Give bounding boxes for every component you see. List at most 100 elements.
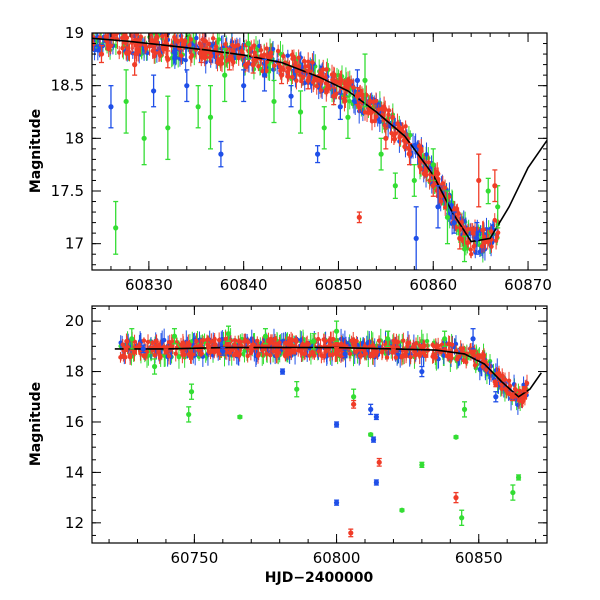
- cloud-point: [347, 351, 353, 357]
- cloud-point: [265, 53, 270, 59]
- blue-data-point: [279, 368, 286, 375]
- cloud-point: [493, 238, 499, 243]
- cloud-point: [272, 63, 277, 68]
- cloud-point: [264, 46, 269, 51]
- cloud-point: [233, 351, 239, 356]
- red-data-point: [205, 343, 212, 349]
- green-data-point: [515, 474, 522, 481]
- green-data-point: [151, 363, 158, 370]
- cloud-point: [307, 353, 312, 358]
- cloud-point: [349, 338, 354, 343]
- cloud-point: [289, 52, 295, 58]
- cloud-point: [503, 386, 509, 392]
- cloud-point: [268, 353, 273, 358]
- cloud-point: [424, 338, 430, 344]
- cloud-point: [384, 355, 390, 360]
- cloud-point: [106, 27, 110, 31]
- green-data-point: [411, 177, 417, 184]
- cloud-point: [141, 338, 147, 343]
- cloud-point: [189, 52, 195, 58]
- bottom-plot-frame: [91, 305, 548, 544]
- x-tick-label: 60830: [125, 276, 173, 294]
- red-data-point: [476, 353, 482, 360]
- cloud-point: [110, 33, 116, 37]
- y-tick-label: 20: [65, 312, 84, 330]
- green-data-point: [294, 386, 300, 392]
- cloud-point: [390, 344, 396, 350]
- cloud-point: [183, 57, 188, 63]
- red-data-point: [331, 93, 337, 99]
- cloud-point: [105, 42, 111, 48]
- cloud-point: [315, 336, 321, 342]
- green-data-point: [392, 183, 398, 189]
- cloud-point: [209, 339, 214, 344]
- cloud-point: [216, 337, 222, 343]
- cloud-point: [310, 351, 316, 356]
- cloud-point: [319, 78, 325, 84]
- cloud-point: [94, 39, 100, 44]
- cloud-point: [150, 340, 155, 346]
- cloud-point: [505, 391, 511, 396]
- green-data-point: [237, 414, 243, 420]
- green-data-point: [419, 462, 425, 468]
- cloud-point: [152, 54, 157, 59]
- cloud-point: [321, 337, 326, 342]
- green-data-point: [129, 336, 135, 342]
- cloud-point: [154, 40, 160, 45]
- cloud-point: [216, 56, 221, 62]
- cloud-point: [460, 346, 466, 351]
- red-data-point: [510, 394, 516, 400]
- cloud-point: [156, 342, 162, 348]
- top-ticks: 60830 60840 60850 60860 60870 17 17.5 18 18.5 19: [51, 24, 552, 294]
- red-data-point: [163, 348, 169, 354]
- green-data-point: [141, 135, 147, 141]
- cloud-point: [431, 352, 436, 357]
- green-data-point: [362, 77, 368, 83]
- cloud-point: [179, 53, 184, 58]
- red-data-point: [521, 386, 527, 392]
- cloud-point: [305, 63, 311, 69]
- cloud-point: [302, 80, 307, 86]
- cloud-point: [299, 351, 304, 356]
- cloud-point: [471, 353, 477, 358]
- cloud-point: [323, 75, 328, 80]
- cloud-point: [342, 94, 348, 100]
- cloud-point: [206, 41, 212, 47]
- cloud-point: [310, 60, 315, 65]
- cloud-point: [115, 28, 119, 32]
- cloud-point: [275, 48, 281, 54]
- cloud-point: [300, 74, 306, 80]
- red-data-point: [305, 77, 311, 83]
- cloud-point: [323, 87, 329, 92]
- cloud-point: [331, 73, 337, 79]
- blue-data-point: [261, 72, 268, 78]
- cloud-point: [513, 387, 519, 393]
- green-data-point: [461, 406, 468, 412]
- blue-data-point: [451, 220, 457, 226]
- blue-data-point: [435, 204, 441, 210]
- green-data-point: [430, 162, 436, 168]
- cloud-point: [265, 339, 271, 345]
- cloud-point: [163, 39, 168, 44]
- red-data-point: [457, 235, 463, 241]
- cloud-point: [252, 50, 257, 55]
- green-data-point: [368, 431, 374, 438]
- green-data-point: [222, 72, 228, 78]
- cloud-point: [213, 342, 218, 347]
- cloud-point: [288, 337, 294, 342]
- cloud-point: [182, 42, 187, 47]
- green-data-point: [399, 507, 405, 513]
- red-data-point: [351, 401, 357, 407]
- red-data-point: [333, 347, 340, 353]
- cloud-point: [152, 353, 157, 358]
- top-y-axis-title: Magnitude: [28, 109, 44, 193]
- cloud-point: [340, 337, 346, 342]
- cloud-point: [399, 355, 405, 360]
- y-tick-label: 19: [65, 24, 84, 42]
- cloud-point: [256, 351, 261, 357]
- y-tick-label: 17: [65, 235, 84, 253]
- cloud-point: [264, 68, 269, 74]
- cloud-point: [180, 350, 185, 355]
- x-tick-label: 60800: [313, 549, 361, 567]
- cloud-point: [172, 34, 177, 40]
